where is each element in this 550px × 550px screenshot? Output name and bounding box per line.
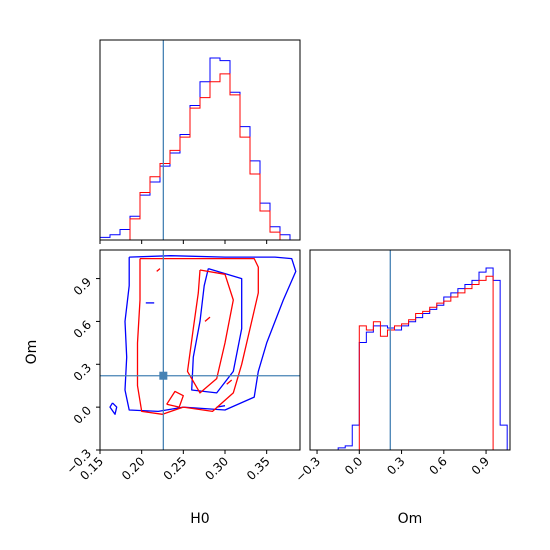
x-axis-label-om: Om <box>398 511 423 527</box>
h0-x-tick-label: 0.25 <box>161 454 190 483</box>
om-x-tick-label: 0.6 <box>427 454 450 477</box>
om-x-tick-label: 0.3 <box>384 454 407 477</box>
h0-marginal-panel <box>99 39 301 244</box>
x-axis-label-h0: H0 <box>190 511 209 527</box>
om-y-tick-label: 0.3 <box>71 361 94 384</box>
h0-frame <box>99 39 301 241</box>
contour-series-2-level-5 <box>226 379 233 385</box>
contour-series-1-level-1 <box>124 255 297 413</box>
contour-series-2-level-2 <box>186 269 234 394</box>
h0-x-tick-label: 0.35 <box>244 454 273 483</box>
contour-lines <box>109 255 297 415</box>
om-y-tick-label: 0.6 <box>71 318 94 341</box>
h0-x-tick-label: 0.30 <box>202 454 231 483</box>
h0-x-tick-label: 0.20 <box>119 454 148 483</box>
om-marginal-panel: −0.3 0.0 0.3 0.6 0.9 <box>293 249 511 485</box>
contour-frame <box>99 249 301 451</box>
om-y-tick-label: 0.0 <box>71 403 94 426</box>
y-axis-label-om: Om <box>24 340 40 365</box>
om-y-tick-label: 0.9 <box>71 275 94 298</box>
om-frame <box>309 249 511 451</box>
om-x-tick-label: −0.3 <box>293 454 324 485</box>
om-hist-series-1 <box>310 267 508 451</box>
contour-series-2-level-1 <box>136 257 259 415</box>
contour-series-2-level-4 <box>204 316 211 322</box>
h0-om-contour-panel: 0.15 0.20 0.25 0.30 0.35−0.30.00.30.60.9 <box>64 249 301 483</box>
om-hist-series-2 <box>310 275 508 451</box>
contour-series-2-level-6 <box>156 268 161 272</box>
contour-series-1-level-3 <box>109 402 118 415</box>
om-x-tick-label: 0.9 <box>469 454 492 477</box>
contour-series-2-level-3 <box>166 390 184 408</box>
h0-hist-series-2 <box>100 73 300 241</box>
om-x-tick-label: 0.0 <box>342 454 365 477</box>
contour-series-1-level-2 <box>191 267 243 394</box>
truth-marker <box>159 371 168 380</box>
